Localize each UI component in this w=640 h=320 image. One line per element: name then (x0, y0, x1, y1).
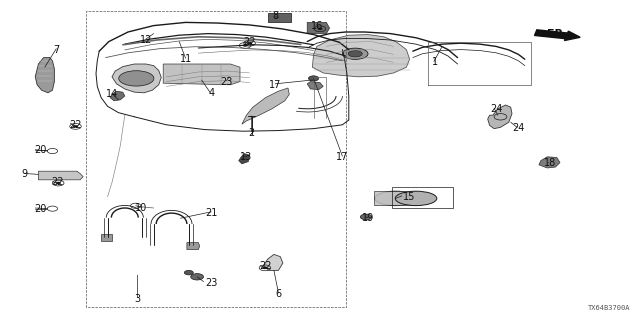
Circle shape (191, 274, 204, 280)
Polygon shape (239, 154, 250, 164)
Text: 3: 3 (134, 294, 141, 304)
Text: 15: 15 (403, 192, 416, 202)
Circle shape (360, 214, 372, 220)
Text: 22: 22 (243, 36, 256, 47)
Circle shape (73, 125, 78, 128)
Polygon shape (264, 254, 283, 270)
Text: 18: 18 (544, 158, 557, 168)
Polygon shape (187, 243, 200, 250)
Text: TX64B3700A: TX64B3700A (588, 305, 630, 311)
Text: 8: 8 (272, 11, 278, 21)
Circle shape (317, 28, 323, 30)
Text: 4: 4 (208, 88, 214, 98)
Ellipse shape (396, 191, 437, 206)
Text: 11: 11 (179, 54, 192, 64)
Polygon shape (268, 13, 291, 22)
Text: 17: 17 (336, 152, 349, 162)
Text: 19: 19 (362, 213, 374, 223)
Polygon shape (101, 234, 112, 241)
Circle shape (184, 270, 193, 275)
Text: 21: 21 (205, 208, 218, 218)
Text: 7: 7 (53, 44, 60, 55)
Polygon shape (110, 91, 125, 101)
Ellipse shape (375, 191, 417, 206)
Polygon shape (488, 105, 512, 129)
Polygon shape (374, 191, 416, 205)
Text: 24: 24 (512, 123, 525, 133)
Polygon shape (242, 88, 289, 124)
Text: 23: 23 (205, 278, 218, 288)
Text: 2: 2 (248, 128, 255, 138)
Polygon shape (35, 58, 54, 93)
Text: 9: 9 (21, 169, 28, 180)
Circle shape (247, 42, 252, 44)
Polygon shape (38, 171, 83, 180)
Ellipse shape (342, 48, 368, 60)
Text: 22: 22 (259, 261, 272, 271)
Text: 20: 20 (34, 145, 47, 156)
Text: 13: 13 (240, 152, 253, 162)
Text: 14: 14 (106, 89, 118, 100)
Text: 17: 17 (269, 80, 282, 90)
Text: FR.: FR. (547, 28, 567, 39)
Circle shape (56, 182, 61, 184)
Text: 22: 22 (69, 120, 82, 130)
Text: 20: 20 (34, 204, 47, 214)
Polygon shape (307, 82, 323, 90)
Text: 23: 23 (220, 76, 233, 87)
Polygon shape (163, 64, 240, 85)
Text: 1: 1 (432, 57, 438, 68)
Ellipse shape (348, 51, 362, 57)
Polygon shape (312, 35, 410, 77)
Text: 24: 24 (490, 104, 502, 114)
Polygon shape (307, 22, 330, 34)
Text: 16: 16 (310, 20, 323, 31)
FancyArrow shape (534, 30, 580, 41)
Polygon shape (112, 64, 161, 93)
Text: 22: 22 (51, 177, 64, 188)
Circle shape (308, 76, 319, 81)
Ellipse shape (119, 71, 154, 86)
Circle shape (262, 267, 268, 269)
Text: 10: 10 (134, 203, 147, 213)
Text: 12: 12 (140, 35, 152, 45)
Text: 6: 6 (275, 289, 282, 299)
Circle shape (243, 44, 248, 47)
Polygon shape (539, 157, 560, 168)
